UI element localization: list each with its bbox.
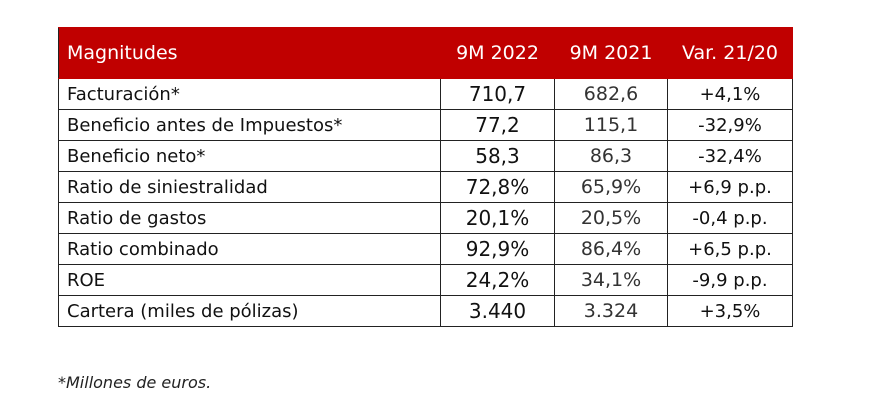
value-2021: 86,4% [554, 233, 668, 265]
value-2021: 682,6 [554, 78, 668, 110]
header-9m-2021: 9M 2021 [554, 27, 668, 79]
table-row: Ratio de siniestralidad 72,8% 65,9% +6,9… [58, 171, 793, 203]
row-label: Cartera (miles de pólizas) [58, 295, 441, 327]
table-row: Ratio de gastos 20,1% 20,5% -0,4 p.p. [58, 202, 793, 234]
row-label: ROE [58, 264, 441, 296]
row-label: Beneficio antes de Impuestos* [58, 109, 441, 141]
table-row: ROE 24,2% 34,1% -9,9 p.p. [58, 264, 793, 296]
value-2022: 3.440 [440, 295, 555, 327]
value-2022: 20,1% [440, 202, 555, 234]
table-row: Beneficio neto* 58,3 86,3 -32,4% [58, 140, 793, 172]
row-label: Facturación* [58, 78, 441, 110]
value-variation: -0,4 p.p. [667, 202, 793, 234]
value-2022: 92,9% [440, 233, 555, 265]
value-variation: +4,1% [667, 78, 793, 110]
table-row: Beneficio antes de Impuestos* 77,2 115,1… [58, 109, 793, 141]
value-variation: -9,9 p.p. [667, 264, 793, 296]
header-variation: Var. 21/20 [667, 27, 793, 79]
value-2021: 65,9% [554, 171, 668, 203]
row-label: Beneficio neto* [58, 140, 441, 172]
value-variation: -32,9% [667, 109, 793, 141]
value-variation: +6,9 p.p. [667, 171, 793, 203]
value-2022: 77,2 [440, 109, 555, 141]
value-2021: 86,3 [554, 140, 668, 172]
value-2022: 24,2% [440, 264, 555, 296]
value-2022: 58,3 [440, 140, 555, 172]
footnote: *Millones de euros. [58, 373, 212, 392]
value-2022: 72,8% [440, 171, 555, 203]
value-2021: 34,1% [554, 264, 668, 296]
row-label: Ratio combinado [58, 233, 441, 265]
table-row: Facturación* 710,7 682,6 +4,1% [58, 78, 793, 110]
header-9m-2022: 9M 2022 [440, 27, 555, 79]
row-label: Ratio de siniestralidad [58, 171, 441, 203]
value-variation: -32,4% [667, 140, 793, 172]
table-row: Ratio combinado 92,9% 86,4% +6,5 p.p. [58, 233, 793, 265]
value-2021: 115,1 [554, 109, 668, 141]
results-table: Magnitudes 9M 2022 9M 2021 Var. 21/20 Fa… [58, 27, 793, 327]
value-2021: 3.324 [554, 295, 668, 327]
row-label: Ratio de gastos [58, 202, 441, 234]
header-magnitudes: Magnitudes [58, 27, 441, 79]
value-2022: 710,7 [440, 78, 555, 110]
value-variation: +6,5 p.p. [667, 233, 793, 265]
value-2021: 20,5% [554, 202, 668, 234]
table-row: Cartera (miles de pólizas) 3.440 3.324 +… [58, 295, 793, 327]
value-variation: +3,5% [667, 295, 793, 327]
table-header-row: Magnitudes 9M 2022 9M 2021 Var. 21/20 [58, 27, 793, 79]
